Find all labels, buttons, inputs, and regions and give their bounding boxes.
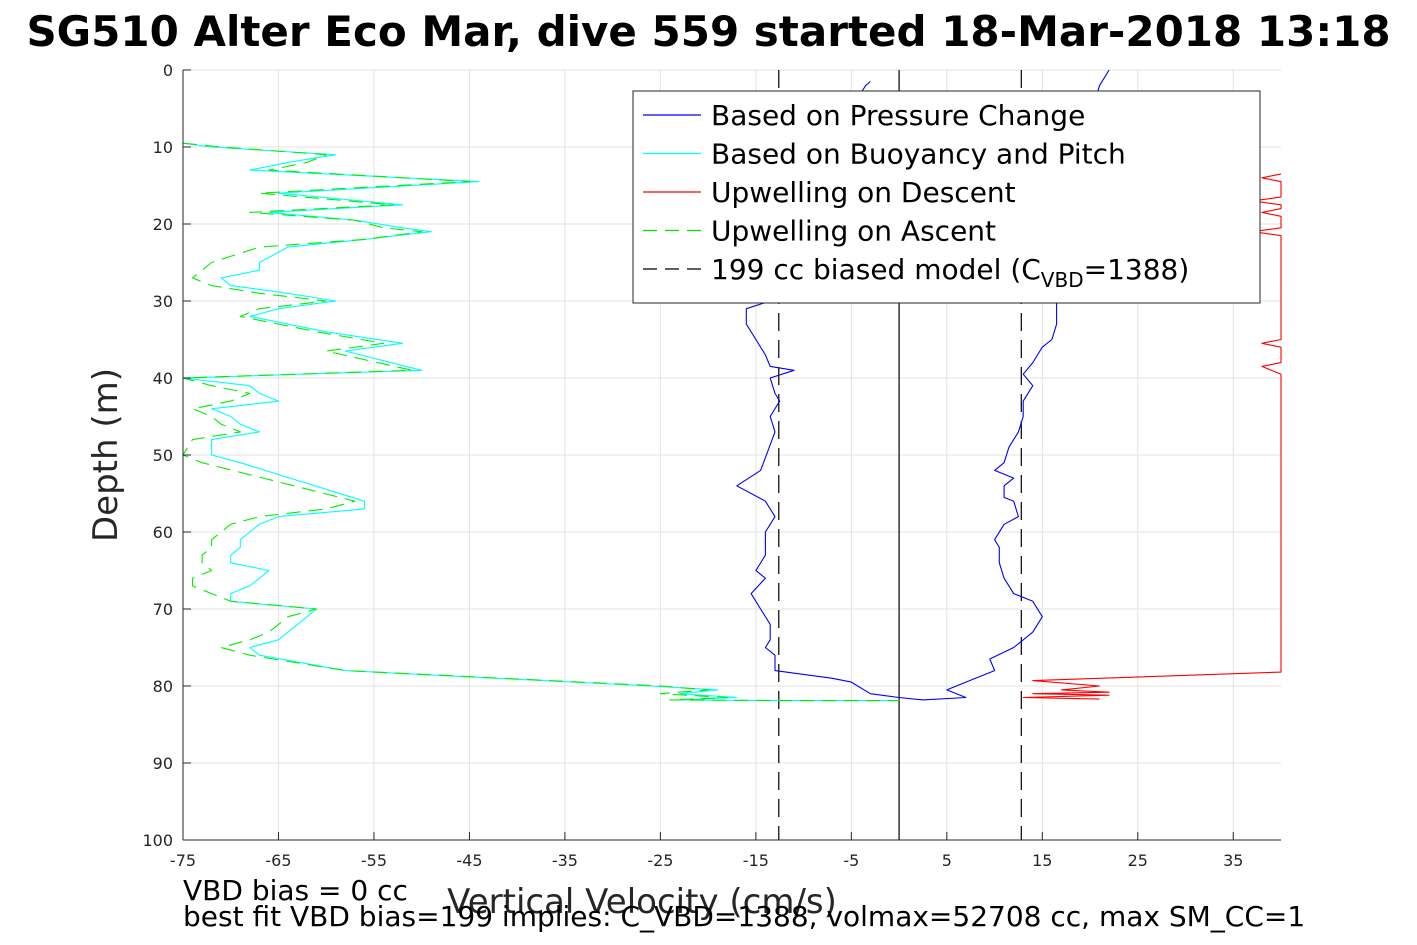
x-tick-label: 25 bbox=[1128, 851, 1148, 870]
x-tick-label: -75 bbox=[170, 851, 196, 870]
y-tick-label: 20 bbox=[153, 215, 173, 234]
x-tick-label: -55 bbox=[361, 851, 387, 870]
legend-entry: Upwelling on Descent bbox=[711, 176, 1016, 209]
legend-entry-subscript: VBD bbox=[1041, 268, 1084, 292]
y-tick-label: 90 bbox=[153, 754, 173, 773]
x-tick-label: 15 bbox=[1032, 851, 1052, 870]
footer-best-fit: best fit VBD bias=199 implies: C_VBD=138… bbox=[183, 900, 1306, 933]
y-tick-label: 40 bbox=[153, 369, 173, 388]
x-tick-label: -35 bbox=[552, 851, 578, 870]
series-group bbox=[182, 69, 1282, 702]
y-tick-label: 0 bbox=[163, 61, 173, 80]
y-tick-label: 100 bbox=[142, 831, 173, 850]
y-axis-label: Depth (m) bbox=[86, 368, 126, 542]
x-ticks: -75 -65 -55 -45 -35 -25 -15 -5 5 15 25 35 bbox=[170, 832, 1243, 870]
chart-title: SG510 Alter Eco Mar, dive 559 started 18… bbox=[26, 7, 1391, 56]
series-based-on-pressure-change bbox=[736, 69, 1110, 701]
legend-entry: 199 cc biased model (CVBD=1388) bbox=[711, 253, 1189, 292]
x-axis-label: Vertical Velocity (cm/s) bbox=[447, 882, 837, 922]
x-tick-label: -15 bbox=[743, 851, 769, 870]
x-tick-label: 35 bbox=[1223, 851, 1243, 870]
legend-entry: Based on Buoyancy and Pitch bbox=[711, 138, 1126, 171]
footer-vbd-bias: VBD bias = 0 cc bbox=[183, 874, 408, 907]
y-tick-label: 50 bbox=[153, 446, 173, 465]
y-ticks: 0 10 20 30 40 50 60 70 80 90 100 bbox=[142, 61, 191, 850]
x-tick-label: -45 bbox=[456, 851, 482, 870]
y-tick-label: 80 bbox=[153, 677, 173, 696]
series-based-on-buoyancy-and-pitch bbox=[182, 142, 900, 702]
series-upwelling-on-ascent bbox=[182, 142, 900, 702]
series-upwelling-on-descent bbox=[1022, 173, 1282, 700]
y-tick-label: 10 bbox=[153, 138, 173, 157]
legend-entry-text: 199 cc biased model (C bbox=[711, 253, 1041, 286]
legend-box bbox=[632, 90, 1261, 304]
legend-entry: Based on Pressure Change bbox=[711, 99, 1085, 132]
y-tick-label: 30 bbox=[153, 292, 173, 311]
x-tick-label: -65 bbox=[265, 851, 291, 870]
x-tick-label: -25 bbox=[647, 851, 673, 870]
x-tick-label: -5 bbox=[843, 851, 859, 870]
y-tick-label: 60 bbox=[153, 523, 173, 542]
y-tick-label: 70 bbox=[153, 600, 173, 619]
x-tick-label: 5 bbox=[942, 851, 952, 870]
legend-entry-text-end: =1388) bbox=[1084, 253, 1190, 286]
legend-entry: Upwelling on Ascent bbox=[711, 215, 996, 248]
legend: Based on Pressure Change Based on Buoyanc… bbox=[632, 90, 1261, 304]
